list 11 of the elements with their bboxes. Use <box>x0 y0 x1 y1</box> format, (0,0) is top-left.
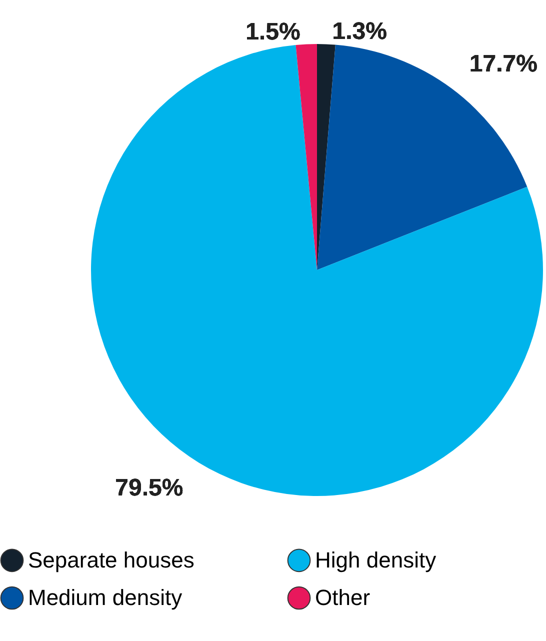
data-label: 1.3% <box>332 18 387 46</box>
pie-slice <box>91 45 543 496</box>
legend-label: Other <box>315 585 370 610</box>
legend-label: Medium density <box>28 585 182 610</box>
pie-slice <box>317 44 336 270</box>
legend-label: High density <box>315 547 436 572</box>
data-label: 17.7% <box>469 50 538 78</box>
data-label: 79.5% <box>115 474 184 502</box>
pie-slice <box>296 44 317 270</box>
legend-label: Separate houses <box>28 547 194 572</box>
data-label: 1.5% <box>246 18 300 46</box>
